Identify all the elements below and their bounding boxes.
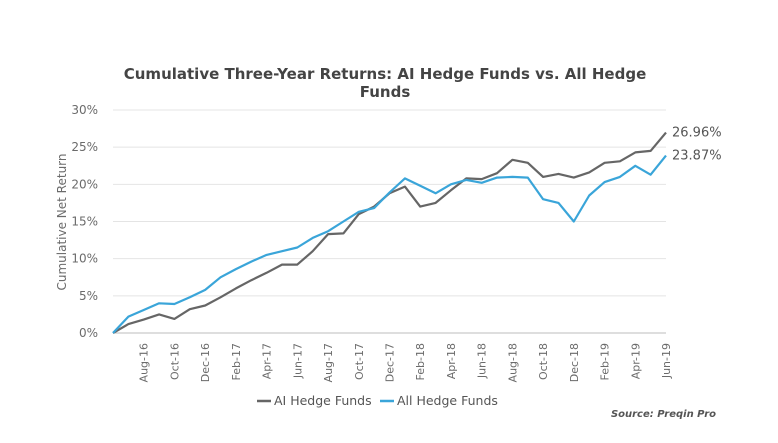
y-tick-label: 25% bbox=[71, 140, 98, 154]
gridlines bbox=[113, 109, 666, 334]
y-tick-label: 10% bbox=[71, 252, 98, 266]
y-tick-label: 30% bbox=[71, 103, 98, 117]
x-tick-label: Oct-16 bbox=[168, 343, 181, 380]
x-tick-label: Aug-16 bbox=[138, 343, 151, 382]
y-tick-label: 0% bbox=[79, 326, 98, 340]
x-tick-label: Feb-18 bbox=[414, 343, 427, 380]
x-tick-label: Feb-17 bbox=[230, 343, 243, 380]
y-tick-label: 5% bbox=[79, 289, 98, 303]
x-tick-label: Aug-17 bbox=[322, 343, 335, 382]
x-tick-label: Jun-18 bbox=[476, 343, 489, 379]
end-value-label: 23.87% bbox=[672, 149, 722, 164]
legend-label-all: All Hedge Funds bbox=[397, 393, 498, 408]
series-line-all-hedge-funds bbox=[112, 154, 667, 334]
series-group bbox=[112, 131, 667, 334]
x-tick-label: Apr-17 bbox=[261, 343, 274, 379]
x-tick-label: Aug-18 bbox=[506, 343, 519, 382]
source-note: Source: Preqin Pro bbox=[611, 409, 716, 420]
x-tick-label: Dec-17 bbox=[384, 343, 397, 382]
x-tick-label: Dec-16 bbox=[199, 343, 212, 382]
series-line-ai-hedge-funds bbox=[112, 131, 667, 334]
y-axis-ticks: 0% 5% 10% 15% 20% 25% 30% bbox=[71, 103, 98, 340]
x-tick-label: Apr-18 bbox=[445, 343, 458, 379]
y-tick-label: 15% bbox=[71, 215, 98, 229]
legend-label-ai: AI Hedge Funds bbox=[274, 393, 372, 408]
chart-title-line-1: Cumulative Three-Year Returns: AI Hedge … bbox=[124, 65, 647, 83]
end-labels: 26.96% 23.87% bbox=[672, 126, 722, 164]
x-tick-label: Jun-17 bbox=[291, 343, 304, 379]
y-tick-label: 20% bbox=[71, 177, 98, 191]
x-tick-label: Jun-19 bbox=[660, 343, 673, 379]
x-tick-label: Oct-18 bbox=[537, 343, 550, 380]
x-tick-label: Apr-19 bbox=[629, 343, 642, 379]
x-tick-label: Feb-19 bbox=[599, 343, 612, 380]
x-tick-label: Dec-18 bbox=[568, 343, 581, 382]
legend: AI Hedge Funds All Hedge Funds bbox=[257, 393, 498, 408]
chart-title-line-2: Funds bbox=[360, 83, 411, 101]
end-value-label: 26.96% bbox=[672, 126, 722, 141]
y-axis-label: Cumulative Net Return bbox=[55, 153, 69, 290]
x-axis-ticks: Aug-16 Oct-16 Dec-16 Feb-17 Apr-17 Jun-17 Aug-… bbox=[138, 343, 673, 382]
x-tick-label: Oct-17 bbox=[353, 343, 366, 380]
